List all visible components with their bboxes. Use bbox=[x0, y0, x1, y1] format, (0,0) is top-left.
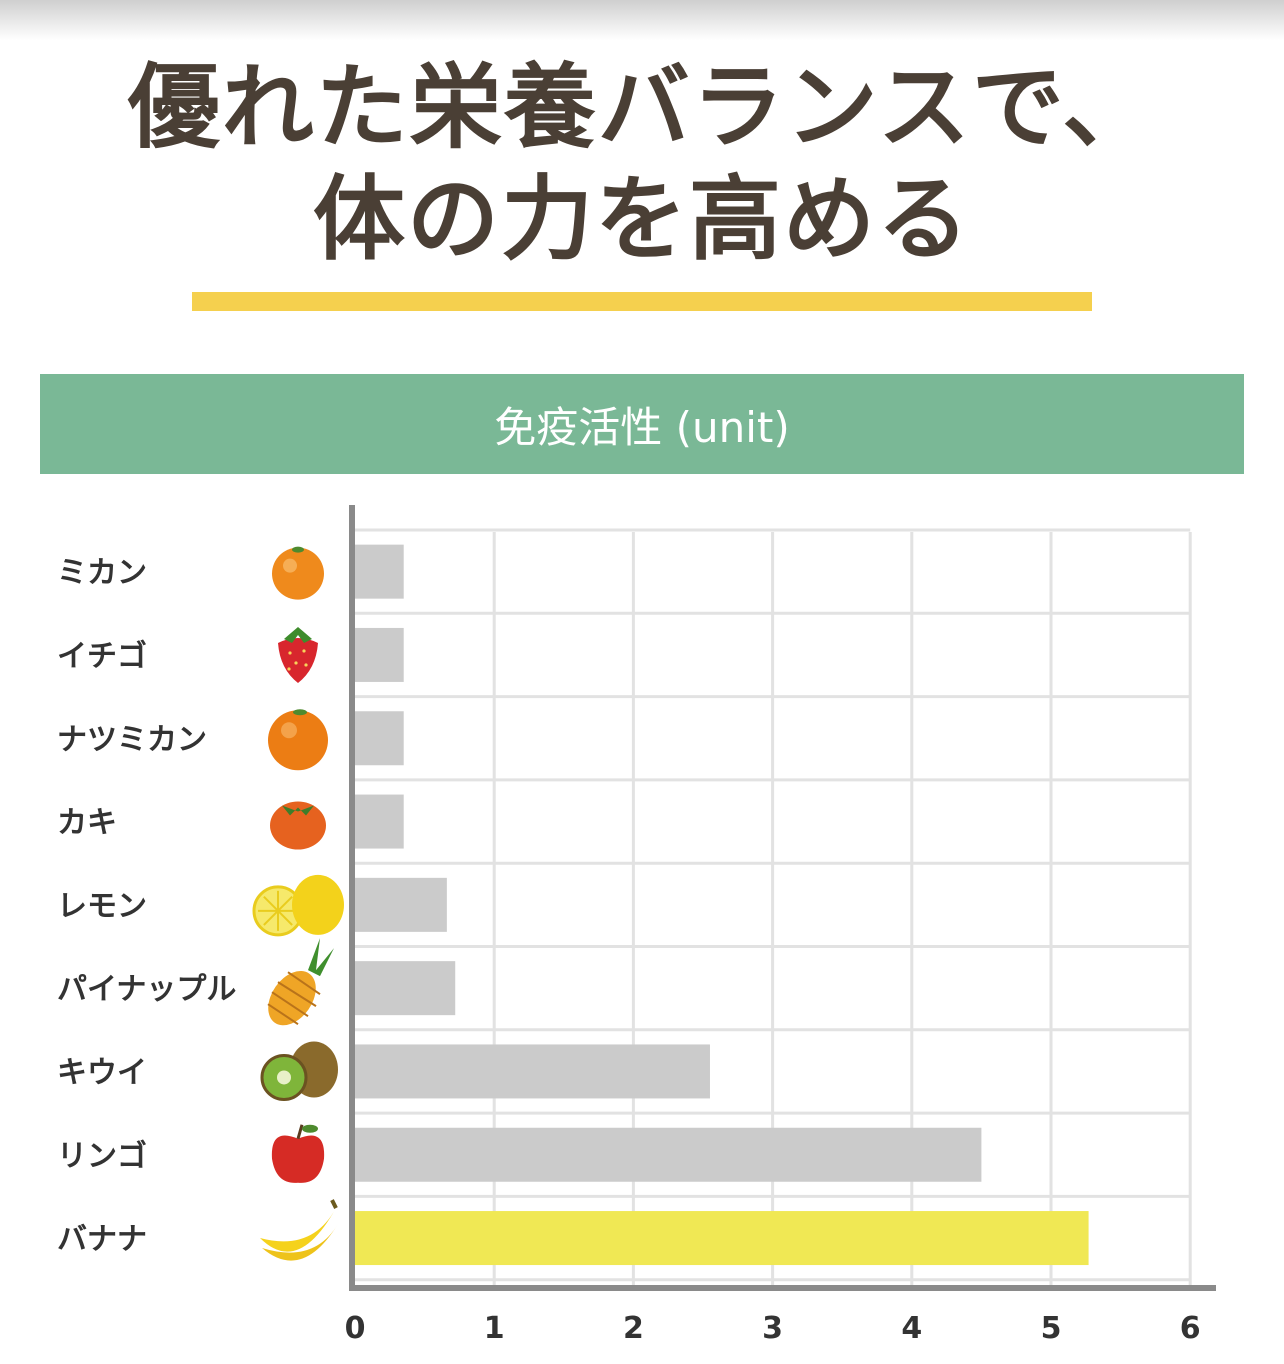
banana-2 bbox=[262, 1224, 338, 1261]
bar-7 bbox=[355, 1044, 710, 1099]
summer-orange-shine bbox=[281, 722, 297, 739]
headline-line-2: 体の力を高める bbox=[312, 166, 971, 273]
headline-line-1: 優れた栄養バランスで、 bbox=[127, 54, 1157, 161]
x-tick-label-1: 1 bbox=[484, 1311, 505, 1346]
chart-title-banner: 免疫活性 (unit) bbox=[40, 374, 1244, 474]
apple-leaf bbox=[302, 1124, 318, 1133]
grid bbox=[355, 528, 1192, 1288]
category-label-2: イチゴ bbox=[57, 639, 147, 674]
orange-icon bbox=[272, 546, 324, 600]
bar-4 bbox=[355, 794, 404, 849]
category-label-9: バナナ bbox=[57, 1222, 147, 1257]
banana-icon bbox=[260, 1199, 338, 1261]
category-label-7: キウイ bbox=[57, 1055, 147, 1090]
pineapple-texture bbox=[267, 971, 321, 1025]
orange-body bbox=[272, 547, 324, 600]
category-label-3: ナツミカン bbox=[57, 722, 207, 757]
lemon-segment bbox=[277, 896, 293, 912]
strawberry-icon bbox=[278, 626, 318, 683]
orange-shine bbox=[283, 558, 297, 573]
category-label-1: ミカン bbox=[57, 556, 147, 591]
bars bbox=[355, 544, 1089, 1266]
chart-title: 免疫活性 (unit) bbox=[494, 402, 790, 452]
category-label-5: レモン bbox=[57, 889, 147, 924]
strawberry-seed bbox=[304, 663, 308, 667]
strawberry-seed bbox=[294, 661, 298, 665]
headline-underline bbox=[192, 292, 1092, 311]
bar-9 bbox=[355, 1211, 1089, 1266]
persimmon-body bbox=[270, 801, 326, 850]
category-label-6: パイナップル bbox=[57, 972, 236, 1007]
axes bbox=[349, 505, 1216, 1291]
strawberry-seed bbox=[288, 651, 292, 655]
lemon-segment bbox=[263, 910, 279, 926]
x-tick-label-3: 3 bbox=[762, 1311, 783, 1346]
x-tick-label-4: 4 bbox=[901, 1311, 922, 1346]
pineapple-icon bbox=[267, 938, 334, 1026]
bar-3 bbox=[355, 711, 404, 766]
apple-icon bbox=[271, 1124, 325, 1183]
lemon-segment bbox=[263, 896, 279, 912]
fruit-icons bbox=[252, 546, 344, 1261]
summer-orange-icon bbox=[268, 709, 328, 771]
strawberry-seed bbox=[287, 667, 291, 671]
strawberry-leaves bbox=[284, 626, 312, 643]
banana-stem bbox=[330, 1199, 338, 1209]
strawberry-body bbox=[278, 637, 318, 683]
x-tick-label-2: 2 bbox=[623, 1311, 644, 1346]
persimmon-icon bbox=[270, 801, 326, 850]
x-tick-label-0: 0 bbox=[345, 1311, 366, 1346]
category-label-8: リンゴ bbox=[57, 1139, 147, 1174]
x-tick-label-6: 6 bbox=[1180, 1311, 1201, 1346]
banana-1 bbox=[260, 1208, 336, 1252]
x-tick-labels: 0 1 2 3 4 5 6 bbox=[345, 1311, 1201, 1346]
pineapple-leaves bbox=[308, 938, 334, 977]
bar-2 bbox=[355, 627, 404, 682]
bar-1 bbox=[355, 544, 404, 599]
bar-5 bbox=[355, 877, 447, 932]
strawberry-seed bbox=[302, 649, 306, 653]
lemon-segment bbox=[277, 910, 293, 926]
summer-orange-body bbox=[268, 710, 328, 771]
lemon-icon bbox=[252, 874, 344, 937]
persimmon-calyx bbox=[282, 805, 314, 816]
summer-orange-leaf bbox=[293, 709, 307, 716]
lemon-whole bbox=[292, 874, 344, 935]
top-shadow bbox=[0, 0, 1284, 40]
apple-stem bbox=[296, 1124, 304, 1140]
kiwi-core bbox=[277, 1070, 291, 1085]
kiwi-icon bbox=[260, 1041, 338, 1101]
category-label-4: カキ bbox=[57, 806, 117, 841]
orange-leaf bbox=[292, 546, 304, 553]
apple-body bbox=[271, 1135, 325, 1183]
x-tick-label-5: 5 bbox=[1041, 1311, 1062, 1346]
bar-6 bbox=[355, 961, 456, 1016]
bar-8 bbox=[355, 1127, 982, 1182]
headline: 優れた栄養バランスで、 体の力を高める bbox=[0, 52, 1284, 276]
